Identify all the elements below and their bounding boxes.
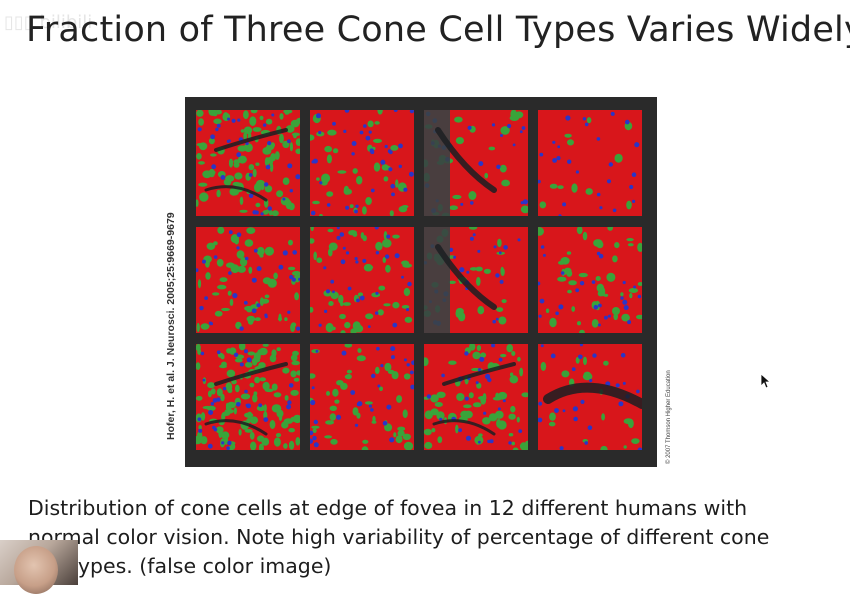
figure-citation: Hofer, H. et al. J. Neurosci. 2005;25:96… bbox=[165, 212, 177, 440]
presenter-webcam bbox=[0, 540, 78, 594]
mosaic-panel-7 bbox=[424, 227, 528, 333]
mosaic-panel-12 bbox=[538, 344, 642, 450]
mosaic-panel-6 bbox=[310, 227, 414, 333]
slide-caption: Distribution of cone cells at edge of fo… bbox=[28, 494, 838, 581]
caption-line-2: normal color vision. Note high variabili… bbox=[28, 525, 770, 549]
mosaic-panel-11 bbox=[424, 344, 528, 450]
mosaic-panel-4 bbox=[538, 110, 642, 216]
mosaic-panel-8 bbox=[538, 227, 642, 333]
cone-mosaic-figure bbox=[185, 97, 657, 467]
mosaic-panel-3 bbox=[424, 110, 528, 216]
caption-line-3: cell types. (false color image) bbox=[28, 554, 332, 578]
slide-title: Fraction of Three Cone Cell Types Varies… bbox=[26, 10, 850, 50]
mosaic-panel-grid bbox=[196, 110, 642, 450]
mosaic-panel-5 bbox=[196, 227, 300, 333]
mosaic-panel-10 bbox=[310, 344, 414, 450]
mosaic-panel-2 bbox=[310, 110, 414, 216]
mouse-cursor-icon bbox=[760, 373, 772, 389]
mosaic-panel-1 bbox=[196, 110, 300, 216]
mosaic-panel-9 bbox=[196, 344, 300, 450]
presenter-face bbox=[14, 546, 58, 594]
figure-copyright: © 2007 Thomson Higher Education bbox=[666, 370, 672, 464]
caption-line-1: Distribution of cone cells at edge of fo… bbox=[28, 496, 748, 520]
